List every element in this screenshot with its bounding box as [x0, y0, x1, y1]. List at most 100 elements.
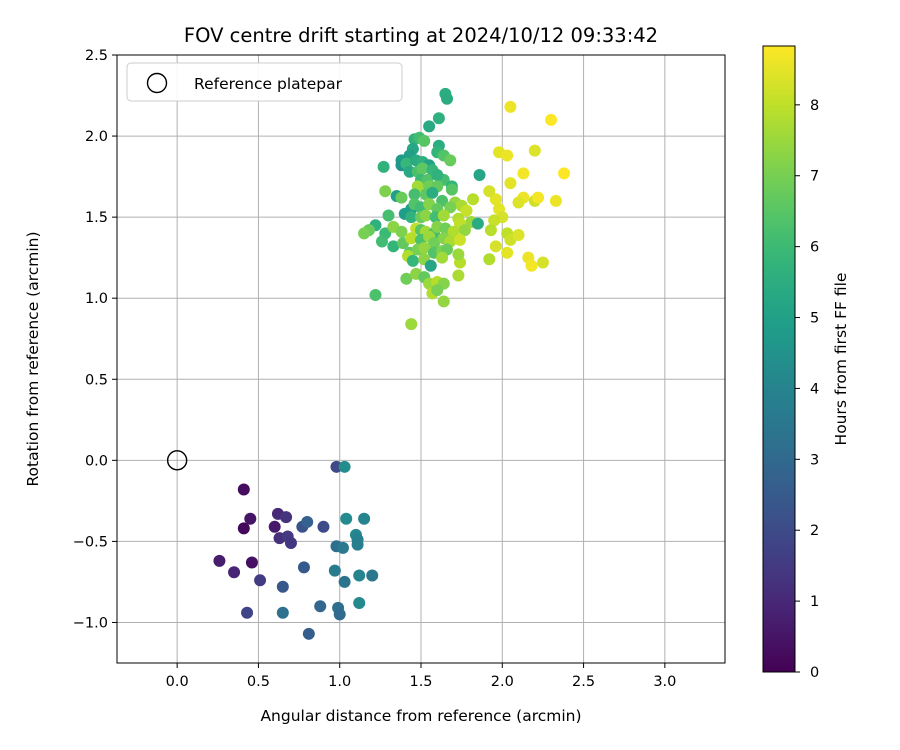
- data-point: [460, 204, 473, 217]
- data-point: [549, 194, 562, 207]
- data-point: [302, 627, 315, 640]
- data-point: [454, 233, 467, 246]
- data-point: [437, 295, 450, 308]
- data-point: [268, 520, 281, 533]
- colorbar: 0 1 2 3 4 5 6 7 8 Hours from first FF file: [762, 45, 850, 681]
- data-point: [276, 606, 289, 619]
- colorbar-tick-label: 6: [810, 240, 819, 256]
- data-point: [237, 483, 250, 496]
- colorbar-tick-label: 3: [810, 452, 819, 468]
- data-point: [366, 569, 379, 582]
- data-point: [333, 608, 346, 621]
- x-axis-label: Angular distance from reference (arcmin): [260, 707, 581, 725]
- data-point: [377, 160, 390, 173]
- data-point: [406, 254, 419, 267]
- x-axis-ticks: 0.0 0.5 1.0 1.5 2.0 2.5 3.0: [166, 663, 676, 690]
- data-point: [369, 288, 382, 301]
- data-point: [458, 224, 471, 237]
- data-point: [213, 554, 226, 567]
- data-point: [483, 253, 496, 266]
- data-point: [228, 566, 241, 579]
- data-point: [545, 113, 558, 126]
- colorbar-tick-label: 2: [810, 523, 819, 539]
- data-point: [441, 92, 454, 105]
- data-point: [317, 520, 330, 533]
- chart-title: FOV centre drift starting at 2024/10/12 …: [184, 24, 658, 47]
- colorbar-tick-label: 7: [810, 169, 819, 185]
- data-point: [358, 227, 371, 240]
- data-point: [445, 183, 458, 196]
- data-point: [452, 248, 465, 261]
- data-point: [395, 191, 408, 204]
- x-tick-label: 3.0: [653, 674, 676, 690]
- data-point: [504, 100, 517, 113]
- legend-entry-reference-platepar: Reference platepar: [194, 75, 343, 93]
- data-point: [353, 569, 366, 582]
- legend-marker-open-circle: [146, 72, 168, 94]
- data-point: [280, 511, 293, 524]
- x-tick-label: 1.0: [328, 674, 351, 690]
- colorbar-gradient: [762, 45, 796, 673]
- y-tick-label: 1.5: [85, 210, 108, 226]
- data-point: [387, 240, 400, 253]
- data-point: [338, 460, 351, 473]
- data-point: [488, 214, 501, 227]
- legend-box: [126, 62, 403, 102]
- data-point: [532, 191, 545, 204]
- colorbar-tick-label: 5: [810, 311, 819, 327]
- data-point: [447, 225, 460, 238]
- data-point: [405, 232, 418, 245]
- reference-platepar-marker: [166, 450, 188, 471]
- data-point: [276, 580, 289, 593]
- data-point: [423, 120, 436, 133]
- data-point: [375, 235, 388, 248]
- colorbar-tick-label: 0: [810, 665, 819, 681]
- data-point: [536, 256, 549, 269]
- y-axis-label: Rotation from reference (arcmin): [24, 231, 42, 486]
- data-point: [379, 185, 392, 198]
- data-point: [558, 167, 571, 180]
- colorbar-label: Hours from first FF file: [832, 273, 850, 446]
- data-point: [489, 240, 502, 253]
- data-point: [467, 193, 480, 206]
- data-point: [428, 237, 441, 250]
- data-point: [301, 515, 314, 528]
- x-tick-label: 0.0: [166, 674, 189, 690]
- colorbar-tick-label: 4: [810, 381, 819, 397]
- y-axis-ticks: −1.0 −0.5 0.0 0.5 1.0 1.5 2.0 2.5: [73, 48, 117, 631]
- data-point: [504, 177, 517, 190]
- data-point: [473, 168, 486, 181]
- y-tick-label: 0.5: [85, 372, 108, 388]
- x-tick-label: 0.5: [247, 674, 270, 690]
- x-tick-label: 1.5: [409, 674, 432, 690]
- data-point: [418, 134, 431, 147]
- data-point: [351, 538, 364, 551]
- y-tick-label: 1.0: [85, 291, 108, 307]
- data-point: [418, 241, 431, 254]
- y-tick-label: 2.5: [85, 48, 108, 64]
- data-point: [517, 167, 530, 180]
- data-point: [297, 561, 310, 574]
- data-point: [419, 209, 432, 222]
- data-point: [244, 512, 257, 525]
- data-point: [512, 228, 525, 241]
- data-point: [405, 318, 418, 331]
- data-point: [400, 272, 413, 285]
- data-point: [528, 144, 541, 157]
- data-point: [483, 185, 496, 198]
- colorbar-tick-label: 8: [810, 98, 819, 114]
- data-point: [501, 246, 514, 259]
- data-point: [484, 224, 497, 237]
- data-point: [353, 597, 366, 610]
- data-point: [424, 259, 437, 272]
- data-point: [444, 154, 457, 167]
- data-point: [437, 209, 450, 222]
- data-point: [336, 541, 349, 554]
- data-point: [395, 225, 408, 238]
- data-point: [426, 186, 439, 199]
- data-point: [254, 574, 267, 587]
- data-point: [436, 251, 449, 264]
- data-point: [416, 162, 429, 175]
